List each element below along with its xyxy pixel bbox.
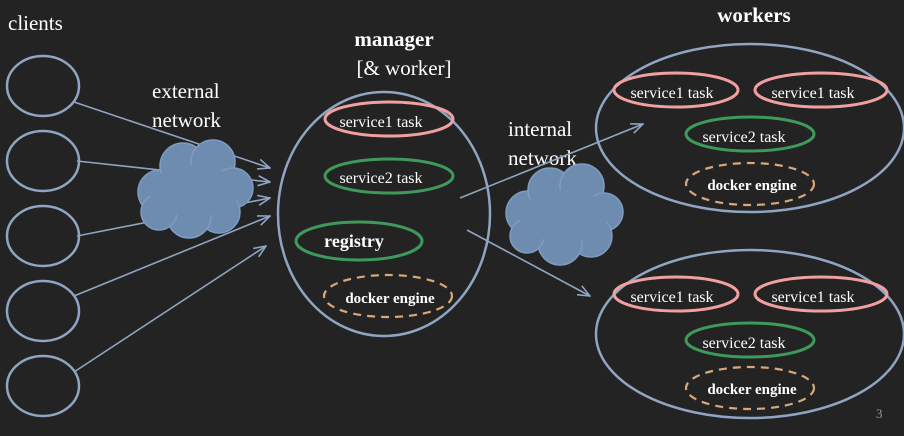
worker1-service1-task xyxy=(612,71,740,109)
worker1-docker-engine xyxy=(684,161,816,207)
registry-service xyxy=(294,220,424,262)
client-node xyxy=(5,354,81,418)
manager-boundary xyxy=(276,90,492,338)
worker1-service2-task-label: service2 task xyxy=(702,129,785,146)
worker-node: service1 task service1 task service2 tas… xyxy=(594,248,904,420)
external-network-cloud-icon xyxy=(137,139,254,239)
client-arrow xyxy=(73,216,270,297)
client-arrow xyxy=(73,246,266,373)
manager-service2-task xyxy=(323,157,455,195)
manager-docker-engine xyxy=(322,273,454,319)
worker2-service1-task-label: service1 task xyxy=(771,289,854,306)
worker-boundary xyxy=(594,42,904,214)
worker-node: service1 task service1 task service2 tas… xyxy=(594,42,904,214)
manager-node: service1 task service2 task registry doc… xyxy=(276,90,492,338)
external-network-label-line2: network xyxy=(152,108,221,132)
worker2-service2-task-label: service2 task xyxy=(702,335,785,352)
internal-arrows xyxy=(459,124,643,296)
internal-network-label-line1: internal xyxy=(508,117,572,141)
manager-title: manager xyxy=(354,27,433,51)
external-network-label-line1: external xyxy=(152,79,220,103)
internal-network-label-line2: network xyxy=(508,146,577,170)
worker-boundary xyxy=(594,248,904,420)
manager-service1-task xyxy=(323,100,455,138)
worker1-service2-task xyxy=(684,115,816,153)
client-node xyxy=(5,129,81,193)
internal-network-cloud-icon xyxy=(505,163,624,266)
client-node xyxy=(5,204,81,268)
worker2-service1-task xyxy=(753,275,889,313)
manager-to-worker2-arrow xyxy=(466,229,590,296)
clients-label: clients xyxy=(8,11,63,35)
page-number: 3 xyxy=(876,406,883,421)
worker1-docker-engine-label: docker engine xyxy=(707,178,797,194)
worker2-docker-engine xyxy=(684,365,816,411)
manager-to-worker1-arrow xyxy=(459,124,643,199)
client-node xyxy=(5,54,81,118)
external-arrows xyxy=(73,101,270,373)
worker2-service2-task xyxy=(684,321,816,359)
client-nodes xyxy=(5,54,81,418)
manager-docker-engine-label: docker engine xyxy=(345,291,435,307)
registry-label: registry xyxy=(324,231,384,251)
client-arrow xyxy=(73,101,270,168)
worker1-service1-task xyxy=(753,71,889,109)
manager-subtitle: [& worker] xyxy=(356,56,451,80)
manager-service1-task-label: service1 task xyxy=(339,114,422,131)
worker2-service1-task xyxy=(612,275,740,313)
worker2-docker-engine-label: docker engine xyxy=(707,382,797,398)
worker2-service1-task-label: service1 task xyxy=(630,289,713,306)
manager-service2-task-label: service2 task xyxy=(339,170,422,187)
workers-title: workers xyxy=(717,3,790,27)
client-node xyxy=(5,279,81,343)
worker1-service1-task-label: service1 task xyxy=(630,85,713,102)
worker1-service1-task-label: service1 task xyxy=(771,85,854,102)
